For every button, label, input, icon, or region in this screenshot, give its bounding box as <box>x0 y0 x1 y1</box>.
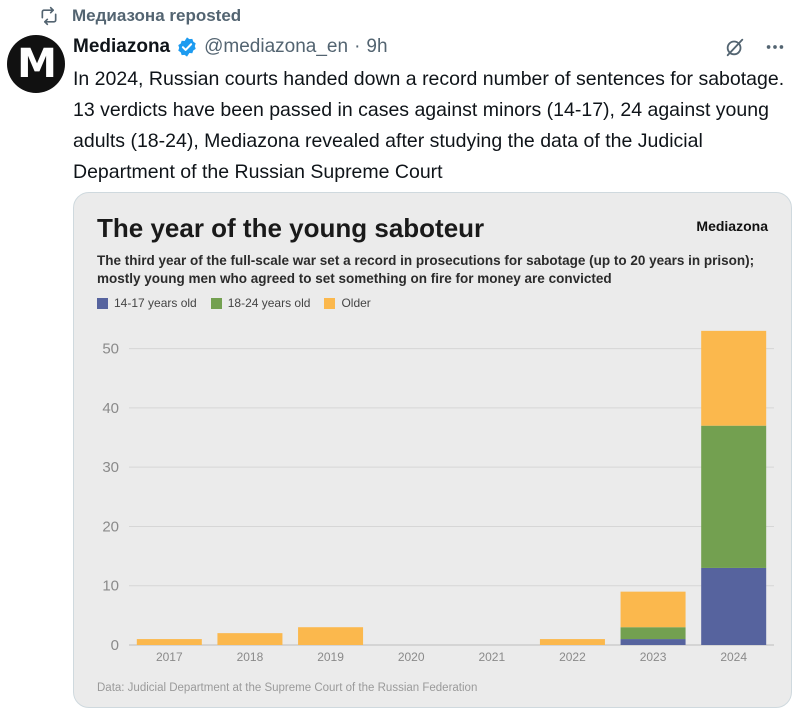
bar-segment-2024-older <box>701 330 767 426</box>
x-tick-label: 2019 <box>317 650 344 664</box>
separator: · <box>354 36 361 57</box>
bar-segment-2022-older <box>539 639 605 645</box>
timestamp[interactable]: 9h <box>366 36 388 57</box>
chart-subtitle: The third year of the full-scale war set… <box>97 253 755 286</box>
legend-label-older: Older <box>341 296 371 310</box>
avatar[interactable]: M <box>7 35 65 93</box>
brand-logo: Mediazona <box>696 218 768 234</box>
x-tick-label: 2023 <box>640 650 667 664</box>
legend-swatch-minors <box>97 297 108 309</box>
bar-segment-2024-young <box>701 425 767 568</box>
chart-card[interactable]: The year of the young saboteur Mediazona… <box>73 192 792 708</box>
legend-item-young: 18-24 years old <box>210 296 311 310</box>
x-tick-label: 2022 <box>559 650 586 664</box>
stacked-bar-chart: 0 10 20 30 40 50 2017 2018 2019 2020 2021 2022 2023 2… <box>102 330 774 664</box>
chart-title: The year of the young saboteur <box>97 213 485 243</box>
x-tick-label: 2017 <box>156 650 183 664</box>
legend-label-minors: 14-17 years old <box>114 296 197 310</box>
x-tick-label: 2024 <box>720 650 747 664</box>
bar-segment-2017-older <box>136 639 202 645</box>
x-tick-label: 2021 <box>478 650 505 664</box>
handle[interactable]: @mediazona_en <box>204 36 349 57</box>
x-tick-label: 2018 <box>237 650 264 664</box>
legend-item-older: Older <box>324 296 371 310</box>
more-options-icon[interactable] <box>762 34 788 60</box>
legend-label-young: 18-24 years old <box>227 296 311 310</box>
chart-legend: 14-17 years old 18-24 years old Older <box>97 296 371 310</box>
tweet-header: Mediazona @mediazona_en · 9h <box>73 34 388 60</box>
y-tick-label: 0 <box>111 637 119 654</box>
grok-icon[interactable] <box>722 34 748 60</box>
header-actions <box>722 34 788 60</box>
y-tick-label: 40 <box>102 400 119 417</box>
repost-icon <box>38 5 60 27</box>
display-name[interactable]: Mediazona <box>73 36 171 57</box>
tweet-text: In 2024, Russian courts handed down a re… <box>73 68 785 183</box>
chart-source: Data: Judicial Department at the Supreme… <box>97 682 478 694</box>
bar-segment-2024-minors <box>701 567 767 645</box>
bar-segment-2023-minors <box>620 639 686 645</box>
bar-segment-2019-older <box>298 627 364 645</box>
verified-badge-icon <box>176 36 198 58</box>
y-tick-label: 10 <box>102 578 119 595</box>
bar-segment-2023-young <box>620 627 686 640</box>
repost-label: Медиазона reposted <box>72 6 242 25</box>
legend-swatch-young <box>210 297 222 309</box>
y-tick-label: 20 <box>102 518 119 535</box>
x-tick-label: 2020 <box>398 650 425 664</box>
legend-swatch-older <box>324 297 336 309</box>
y-tick-label: 50 <box>102 341 119 358</box>
repost-indicator[interactable]: Медиазона reposted <box>38 5 241 27</box>
y-tick-label: 30 <box>102 459 119 476</box>
bar-segment-2023-older <box>620 591 686 628</box>
legend-item-minors: 14-17 years old <box>97 296 197 310</box>
bar-segment-2018-older <box>217 633 283 645</box>
